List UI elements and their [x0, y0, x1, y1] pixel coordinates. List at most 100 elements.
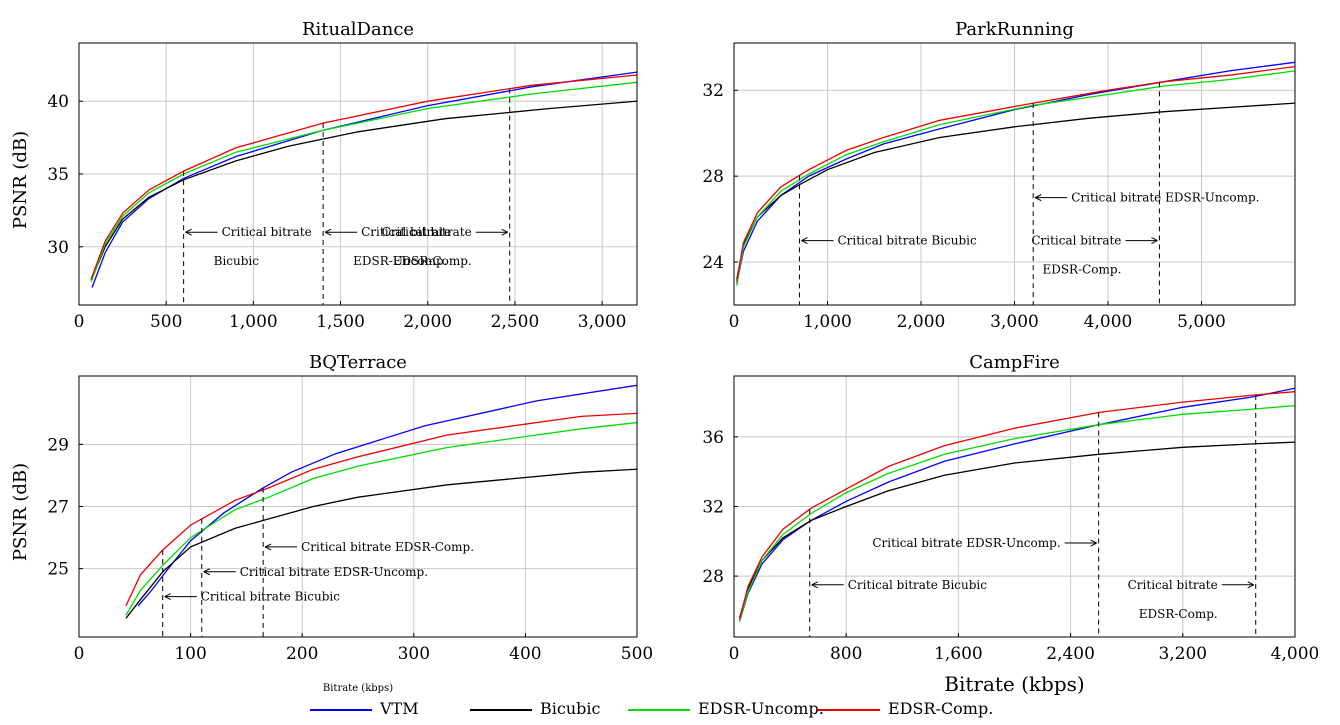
y-tick-label: 28	[702, 167, 724, 187]
y-axis-label: PSNR (dB)	[10, 131, 31, 229]
x-tick-label: 3,000	[990, 312, 1039, 332]
x-tick-label: 4,000	[1271, 644, 1320, 664]
legend-swatch-bicubic	[470, 709, 532, 711]
arrowhead	[324, 228, 332, 236]
series-line-bicubic	[125, 468, 637, 619]
x-tick-label: 3,200	[1158, 644, 1207, 664]
x-tick-label: 1,500	[316, 312, 365, 332]
x-tick-label: 2,000	[897, 312, 946, 332]
annotation-label: Critical bitrate Bicubic	[837, 234, 977, 248]
x-tick-label: 0	[729, 644, 740, 664]
series-line-edsr-comp	[736, 65, 1295, 282]
legend-swatch-edsr-comp	[818, 709, 880, 711]
x-tick-label: 3,000	[578, 312, 627, 332]
y-tick-label: 32	[702, 81, 724, 101]
annotation-label: EDSR-Comp.	[1042, 263, 1121, 277]
chart-title: ParkRunning	[955, 19, 1074, 40]
chart-title: CampFire	[969, 352, 1060, 373]
legend-swatch-vtm	[310, 709, 372, 711]
chart-title: RitualDance	[302, 19, 414, 40]
series-line-edsr-uncomp	[738, 404, 1295, 622]
y-tick-label: 27	[47, 498, 69, 518]
arrowhead	[264, 543, 272, 551]
x-tick-label: 100	[174, 644, 206, 664]
annotation-label: Critical bitrate	[222, 225, 312, 239]
annotation-label: Bicubic	[214, 254, 260, 268]
annotation-label: Critical bitrate	[361, 225, 451, 239]
annotation-label: Critical bitrate Bicubic	[201, 590, 341, 604]
series-line-edsr-comp	[90, 74, 637, 280]
x-tick-label: 1,000	[229, 312, 278, 332]
chart-title: BQTerrace	[309, 352, 407, 373]
y-tick-label: 36	[702, 428, 724, 448]
annotation-label: EDSR-Comp.	[1139, 607, 1218, 621]
y-tick-label: 40	[47, 92, 69, 112]
x-tick-label: 4,000	[1084, 312, 1133, 332]
arrowhead	[1034, 194, 1042, 202]
arrowhead	[1090, 539, 1097, 547]
annotation-label: Critical bitrate EDSR-Uncomp.	[872, 536, 1060, 550]
chart-campfire: 0 800 1,600 2,400 3,200 4,000 28 32 36 CampFire Bi…	[702, 352, 1319, 696]
y-tick-label: 30	[47, 238, 69, 258]
series-line-vtm	[91, 71, 637, 288]
series-line-edsr-uncomp	[90, 81, 637, 282]
x-tick-label: 300	[398, 644, 430, 664]
arrowhead	[1247, 581, 1254, 589]
annotation-label: Critical bitrate EDSR-Uncomp.	[1071, 191, 1259, 205]
x-tick-label: 1,600	[934, 644, 983, 664]
x-tick-label: 400	[509, 644, 541, 664]
annotation-label: Critical bitrate Bicubic	[848, 578, 988, 592]
series-line-edsr-uncomp	[736, 70, 1295, 286]
arrowhead	[811, 581, 818, 589]
legend-label-vtm: VTM	[380, 699, 419, 718]
y-tick-label: 32	[702, 498, 724, 518]
series-line-edsr-comp	[125, 412, 637, 607]
legend-label-edsr-comp: EDSR-Comp.	[888, 699, 994, 718]
chart-bqterrace: 0 100 200 300 400 500 25 27 29 BQTerrace PSNR (dB)…	[10, 352, 653, 694]
series-line-vtm	[738, 387, 1295, 622]
legend-label-edsr-uncomp: EDSR-Uncomp.	[698, 699, 824, 718]
y-tick-label: 25	[47, 560, 69, 580]
chart-parkrunning: 0 1,000 2,000 3,000 4,000 5,000 24 28 32 ParkRunn…	[702, 19, 1296, 332]
series-line-bicubic	[90, 100, 637, 281]
y-tick-label: 28	[702, 567, 724, 587]
arrowhead	[1151, 237, 1158, 245]
annotation-label: EDSR-Uncomp.	[353, 254, 447, 268]
x-tick-label: 5,000	[1177, 312, 1226, 332]
arrowhead	[203, 568, 210, 576]
x-tick-label: 2,500	[491, 312, 540, 332]
x-tick-label: 500	[150, 312, 182, 332]
x-tick-label: 2,400	[1046, 644, 1095, 664]
y-axis-label: PSNR (dB)	[10, 463, 31, 561]
annotation-label: Critical bitrate EDSR-Uncomp.	[240, 565, 428, 579]
x-tick-label: 800	[830, 644, 862, 664]
legend: VTM Bicubic EDSR-Uncomp. EDSR-Comp.	[0, 697, 1340, 725]
x-tick-label: 2,000	[403, 312, 452, 332]
annotation-label: Critical bitrate	[382, 225, 472, 239]
x-tick-label: 0	[74, 644, 85, 664]
y-tick-label: 29	[47, 435, 69, 455]
arrowhead	[164, 593, 171, 601]
x-tick-label: 0	[729, 312, 740, 332]
x-axis-label: Bitrate (kbps)	[944, 672, 1084, 696]
annotation-label: EDSR-Comp.	[393, 254, 472, 268]
y-tick-label: 35	[47, 165, 69, 185]
annotation-label: Critical bitrate EDSR-Comp.	[301, 540, 474, 554]
x-tick-label: 0	[74, 312, 85, 332]
x-tick-label: 500	[621, 644, 653, 664]
arrowhead	[801, 237, 808, 245]
x-axis-label: Bitrate (kbps)	[323, 683, 393, 694]
annotation-label: Critical bitrate	[1128, 578, 1218, 592]
annotation-label: Critical bitrate	[1031, 234, 1121, 248]
series-line-edsr-uncomp	[125, 421, 637, 616]
legend-label-bicubic: Bicubic	[540, 699, 601, 718]
series-line-edsr-comp	[738, 391, 1295, 620]
legend-swatch-edsr-uncomp	[628, 709, 690, 711]
arrowhead	[501, 228, 508, 236]
arrowhead	[185, 228, 192, 236]
y-tick-label: 24	[702, 253, 724, 273]
chart-ritualdance: 0 500 1,000 1,500 2,000 2,500 3,000 30 35 40 Ritua…	[10, 19, 638, 332]
x-tick-label: 200	[286, 644, 318, 664]
x-tick-label: 1,000	[803, 312, 852, 332]
